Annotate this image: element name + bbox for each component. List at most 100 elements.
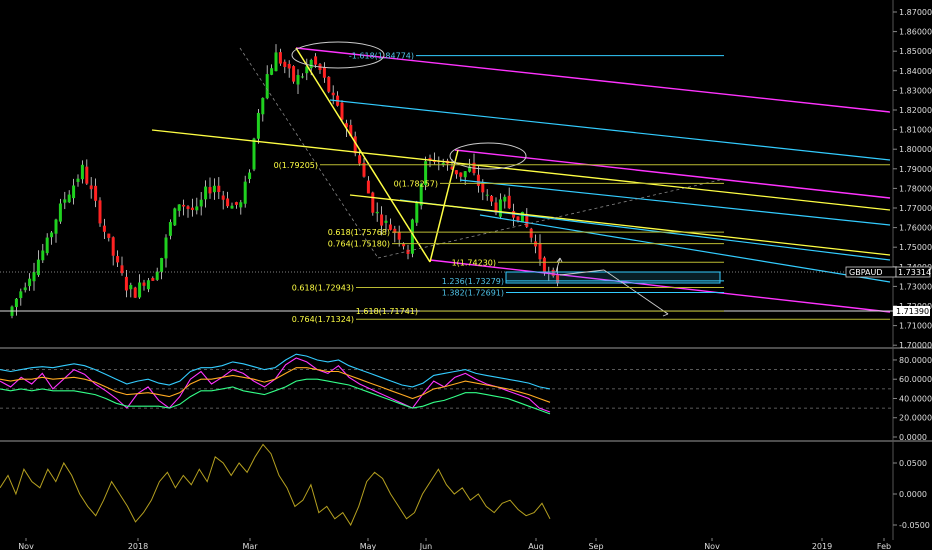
candle-body xyxy=(111,237,115,256)
fib-level-label: -1.618(1.84774) xyxy=(349,52,414,61)
candle-body xyxy=(349,124,353,137)
fibonacci-labels: -1.618(1.84774) 0(1.79205) 0(1.78257) 0.618… xyxy=(274,52,890,324)
candle-body xyxy=(331,92,335,96)
candle-body xyxy=(239,202,243,208)
candle-body xyxy=(454,170,458,175)
price-tick-label: 1.73000 xyxy=(899,282,932,291)
candle-body xyxy=(270,68,274,75)
time-axis-ticks: Nov 2018 Mar May Jun Aug Sep Nov 2019 Feb xyxy=(18,538,891,550)
fib-level-label: 0(1.78257) xyxy=(394,179,438,188)
time-tick-label: 2019 xyxy=(812,542,832,550)
candle-body xyxy=(28,278,32,287)
price-tick-label: 1.80000 xyxy=(899,145,932,154)
candle-body xyxy=(146,280,150,290)
candle-body xyxy=(296,75,300,85)
momentum-series xyxy=(0,443,551,527)
reference-price-tag: 1.71390 xyxy=(893,306,930,316)
fib-level-label: 0.618(1.75768) xyxy=(328,228,390,237)
symbol-label: GBPAUD xyxy=(849,268,883,277)
candle-body xyxy=(142,282,146,286)
candle-body xyxy=(177,204,181,211)
candle-body xyxy=(428,158,432,160)
candle-body xyxy=(89,185,93,190)
candle-body xyxy=(366,180,370,194)
candle-body xyxy=(252,138,256,170)
arrow-up-head-2 xyxy=(559,257,563,263)
candle-body xyxy=(485,194,489,196)
projection-dashed-2 xyxy=(377,179,721,259)
candle-body xyxy=(208,187,212,194)
candle-body xyxy=(256,112,260,139)
candle-body xyxy=(72,185,76,199)
candle-body xyxy=(50,232,54,238)
price-tick-label: 1.75000 xyxy=(899,243,932,252)
candle-body xyxy=(45,237,49,254)
candle-body xyxy=(494,202,498,213)
candle-body xyxy=(322,67,326,78)
candle-body xyxy=(450,166,454,170)
time-tick-label: Sep xyxy=(588,542,603,550)
candle-body xyxy=(498,199,502,217)
time-tick-label: May xyxy=(360,542,377,550)
candle-body xyxy=(542,257,546,273)
candle-body xyxy=(314,56,318,65)
channel-line-cyan-4 xyxy=(479,214,891,283)
channel-line-cyan-1 xyxy=(329,99,891,161)
time-tick-label: Feb xyxy=(877,542,891,550)
candle-body xyxy=(358,155,362,164)
candle-body xyxy=(98,200,102,224)
candle-body xyxy=(129,284,133,290)
candle-body xyxy=(120,265,124,274)
osc-series-line xyxy=(0,353,551,390)
candle-body xyxy=(67,194,71,203)
candle-body xyxy=(393,228,397,234)
reference-price-value: 1.71390 xyxy=(896,307,929,316)
candle-body xyxy=(402,243,406,247)
candle-body xyxy=(85,166,89,184)
fib-level-label: 1.236(1.73279) xyxy=(442,277,504,286)
candle-body xyxy=(419,183,423,206)
oscillator-levels xyxy=(0,369,893,409)
candle-body xyxy=(164,237,168,259)
candle-body xyxy=(468,166,472,172)
candle-body xyxy=(182,204,186,207)
candle-body xyxy=(507,195,511,209)
candle-body xyxy=(274,52,278,72)
candle-body xyxy=(424,161,428,186)
candle-body xyxy=(441,162,445,165)
candle-body xyxy=(287,63,291,69)
technical-drawings xyxy=(0,41,893,317)
candle-body xyxy=(490,195,494,202)
candle-body xyxy=(160,258,164,272)
candle-body xyxy=(556,274,560,283)
arrow-path-1 xyxy=(559,269,605,276)
oscillator-series xyxy=(0,353,551,415)
projection-dashed-1 xyxy=(239,47,379,259)
candle-body xyxy=(76,178,80,182)
candle-body xyxy=(463,171,467,178)
zigzag-leg-1 xyxy=(295,47,431,263)
target-zone-box xyxy=(505,271,721,284)
top-highlight-ellipse-1 xyxy=(291,41,385,69)
candle-body xyxy=(133,287,137,298)
candle-body xyxy=(190,207,194,210)
channel-line-magenta-lower xyxy=(429,259,891,313)
candle-body xyxy=(371,192,375,213)
candle-body xyxy=(155,271,159,280)
last-price-tag: GBPAUD 1.73314 xyxy=(845,266,931,278)
price-tick-label: 1.70000 xyxy=(899,341,932,350)
candle-body xyxy=(406,249,410,254)
candle-body xyxy=(204,186,208,200)
time-tick-label: Mar xyxy=(242,542,258,550)
candle-body xyxy=(283,61,287,67)
candle-body xyxy=(94,185,98,201)
candle-body xyxy=(261,97,265,115)
candle-body xyxy=(107,233,111,238)
candle-body xyxy=(292,66,296,82)
candle-body xyxy=(551,269,555,276)
candle-body xyxy=(36,259,40,276)
candle-body xyxy=(226,198,230,207)
candle-body xyxy=(168,222,172,236)
candle-body xyxy=(116,256,120,263)
